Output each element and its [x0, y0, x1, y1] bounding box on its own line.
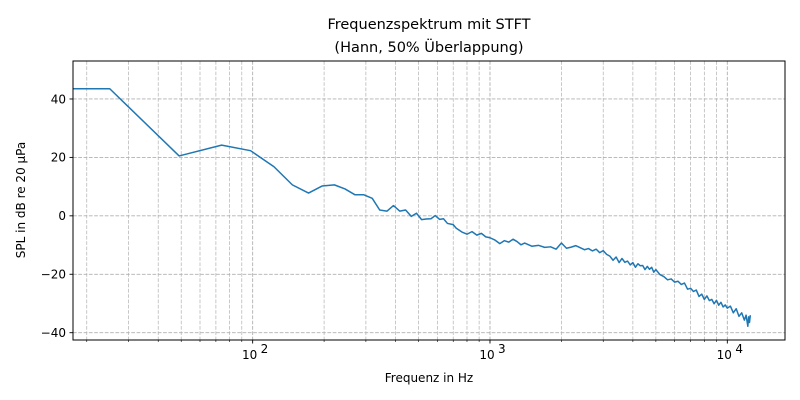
y-tick-label: 20: [51, 151, 66, 165]
y-tick-label: −20: [41, 268, 66, 282]
y-tick-label: 0: [58, 209, 66, 223]
x-tick-exponent: 4: [735, 342, 743, 356]
y-tick-label: 40: [51, 92, 66, 106]
x-axis-label: Frequenz in Hz: [385, 371, 473, 385]
x-tick-label: 10: [717, 348, 732, 362]
y-tick-label: −40: [41, 326, 66, 340]
plot-frame: [72, 60, 786, 341]
chart-title: Frequenzspektrum mit STFT: [327, 17, 530, 33]
series-layer: [73, 88, 752, 328]
x-tick-label: 10: [242, 348, 257, 362]
x-tick-exponent: 2: [261, 342, 269, 356]
grid-lines: [73, 61, 785, 340]
x-tick-label: 10: [479, 348, 494, 362]
x-tick-exponent: 3: [498, 342, 506, 356]
spectrum-line: [73, 88, 752, 328]
chart-subtitle: (Hann, 50% Überlappung): [334, 38, 523, 56]
y-axis-label: SPL in dB re 20 µPa: [14, 142, 28, 258]
